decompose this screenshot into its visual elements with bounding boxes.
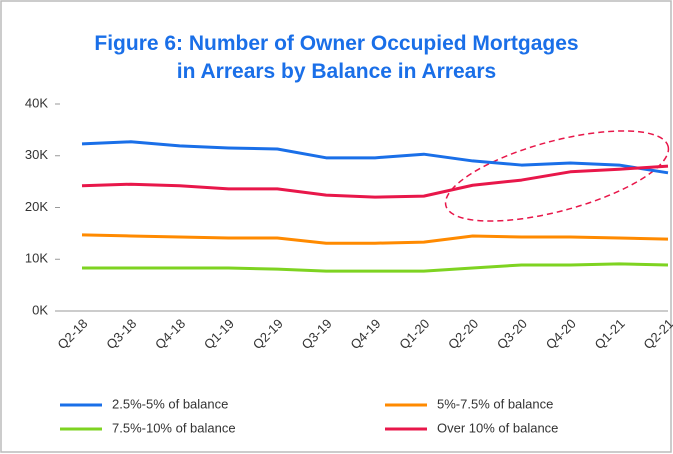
legend-label: 2.5%-5% of balance — [112, 396, 228, 411]
series-line — [81, 233, 669, 245]
x-tick-label: Q3-19 — [299, 316, 335, 352]
x-tick-label: Q3-20 — [494, 316, 530, 352]
highlight-ellipse — [444, 130, 670, 222]
y-tick-label: 20K — [25, 199, 48, 214]
x-tick-label: Q2-20 — [445, 316, 481, 352]
legend-label: Over 10% of balance — [437, 420, 558, 435]
x-tick-label: Q4-19 — [347, 316, 383, 352]
x-tick-label: Q1-21 — [592, 316, 628, 352]
y-tick-label: 30K — [25, 147, 48, 162]
y-tick-label: 10K — [25, 251, 48, 266]
y-tick-label: 0K — [32, 302, 48, 317]
x-tick-label: Q4-20 — [543, 316, 579, 352]
y-tick-label: 40K — [25, 95, 48, 110]
x-tick-label: Q2-19 — [250, 316, 286, 352]
x-tick-label: Q1-19 — [201, 316, 237, 352]
series-line — [81, 140, 669, 175]
legend-label: 5%-7.5% of balance — [437, 396, 553, 411]
legend-label: 7.5%-10% of balance — [112, 420, 236, 435]
x-tick-label: Q3-18 — [103, 316, 139, 352]
series-line — [82, 262, 669, 273]
chart-title: Figure 6: Number of Owner Occupied Mortg… — [94, 32, 579, 83]
x-tick-label: Q2-18 — [54, 316, 90, 352]
x-tick-label: Q1-20 — [396, 316, 432, 352]
x-tick-label: Q2-21 — [640, 316, 673, 352]
x-tick-label: Q4-18 — [152, 316, 188, 352]
series-line — [81, 164, 669, 199]
